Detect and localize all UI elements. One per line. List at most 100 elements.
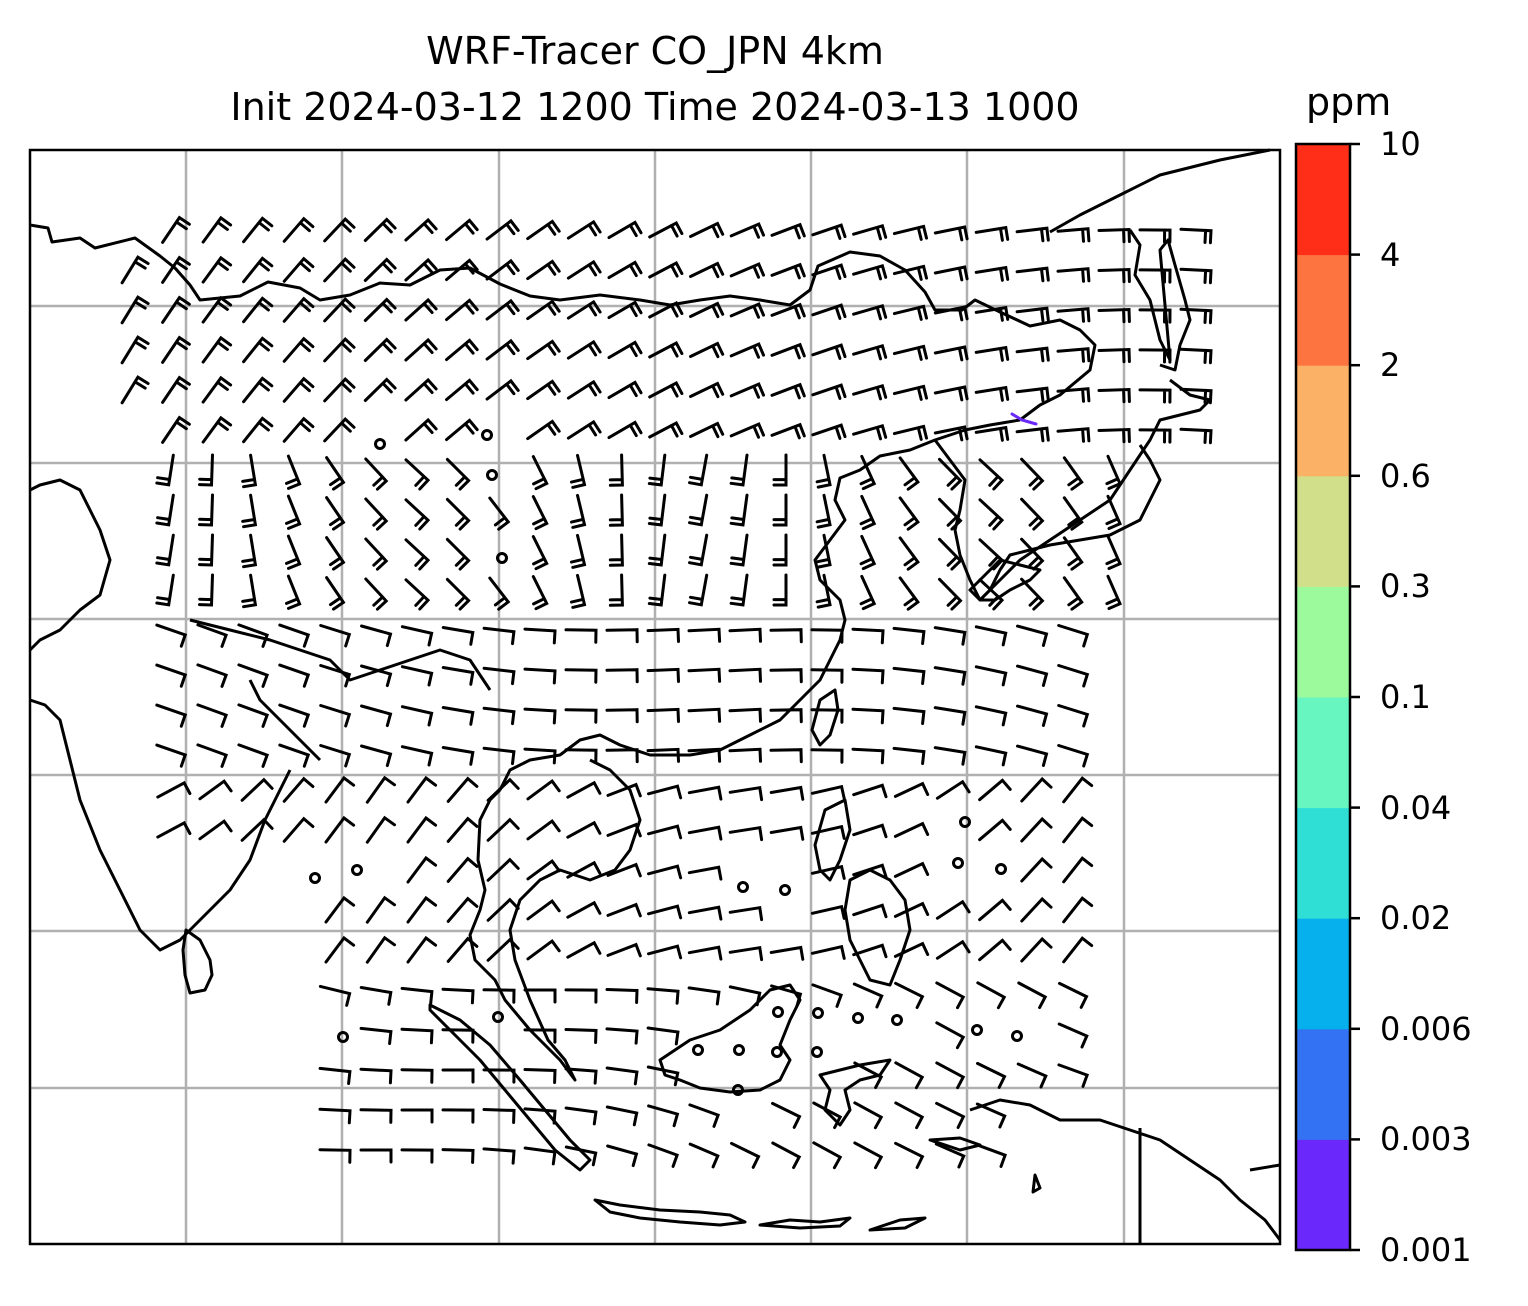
wind-barb — [523, 707, 557, 725]
colorbar-segment — [1296, 365, 1350, 477]
wind-barb — [365, 895, 396, 924]
wind-barb — [201, 215, 233, 244]
wind-barb — [898, 536, 920, 571]
wind-barb — [852, 303, 888, 321]
wind-barb — [1058, 981, 1089, 1009]
wind-barb — [978, 538, 1005, 571]
wind-barb — [241, 533, 258, 569]
wind-barb — [318, 984, 352, 1007]
calm-marker — [374, 438, 386, 450]
wind-barb — [1056, 387, 1091, 403]
wind-barb — [1179, 347, 1213, 365]
wind-barb — [400, 1108, 434, 1124]
wind-barb — [404, 578, 431, 611]
wind-barb — [441, 1068, 475, 1084]
wind-barb — [198, 493, 214, 527]
wind-barb — [360, 704, 393, 728]
wind-barb — [1062, 816, 1094, 844]
wind-barb — [853, 1141, 884, 1170]
wind-barb — [812, 1141, 843, 1170]
wind-barb — [935, 981, 966, 1010]
wind-barb — [285, 454, 302, 490]
wind-barb — [729, 222, 765, 239]
wind-barb — [155, 573, 175, 607]
wind-barb — [1016, 624, 1049, 647]
wind-barb — [934, 1142, 966, 1169]
wind-barb — [769, 628, 803, 644]
wind-barb — [852, 823, 888, 839]
wind-barb — [526, 339, 561, 361]
wind-barb — [648, 260, 684, 279]
coastline-sakhalin — [1128, 229, 1192, 372]
wind-barb — [155, 453, 175, 487]
wind-barb — [155, 623, 188, 648]
wind-barb — [1138, 348, 1172, 364]
wind-barb — [1020, 577, 1045, 611]
wind-barb — [730, 1141, 761, 1169]
wind-barb — [566, 259, 602, 280]
wind-barb — [769, 825, 805, 841]
wind-barb — [446, 896, 479, 923]
wind-barb — [607, 220, 643, 240]
wind-barb — [933, 706, 967, 726]
wind-barb — [526, 779, 561, 801]
wind-barb — [894, 1101, 925, 1130]
wind-barb — [1062, 776, 1094, 804]
wind-barb — [360, 624, 393, 648]
wind-barb — [526, 259, 561, 281]
wind-barb — [400, 1148, 434, 1164]
wind-barb — [446, 776, 479, 803]
wind-barb — [523, 747, 557, 765]
wind-barb — [770, 342, 806, 360]
calm-marker — [852, 1012, 864, 1024]
wind-barb — [852, 903, 888, 919]
wind-barb — [688, 493, 709, 527]
wind-barb — [278, 623, 311, 648]
map-frame — [28, 148, 1282, 1246]
wind-barb — [363, 337, 397, 362]
wind-barb — [319, 704, 352, 728]
wind-barb — [606, 822, 642, 838]
wind-barb — [646, 1065, 680, 1087]
wind-barb — [772, 573, 788, 607]
wind-barb — [523, 1068, 557, 1084]
wind-barb — [363, 377, 397, 402]
wind-barb — [859, 574, 877, 611]
wind-barb — [161, 415, 191, 444]
wind-barb — [1062, 456, 1084, 491]
wind-barb — [772, 533, 788, 567]
wind-barb — [482, 1108, 516, 1124]
wind-barb — [406, 935, 438, 964]
colorbar-tick-label: 0.02 — [1380, 899, 1452, 938]
wind-barb — [893, 781, 930, 798]
wind-barb — [687, 667, 722, 683]
wind-barb — [892, 344, 928, 361]
wind-barb — [486, 777, 520, 802]
wind-barb — [606, 902, 642, 918]
wind-barb — [531, 495, 549, 531]
wind-barb — [1105, 574, 1122, 610]
wind-barb — [852, 863, 888, 879]
calm-marker — [959, 816, 971, 828]
wind-barb — [648, 420, 684, 439]
wind-barb — [729, 453, 749, 487]
wind-barb — [485, 378, 520, 401]
wind-barb — [892, 424, 928, 441]
colorbar-segment — [1296, 475, 1350, 587]
calm-marker — [732, 1084, 744, 1096]
wind-barb — [1138, 228, 1172, 244]
wind-barb — [406, 815, 438, 844]
wind-barb — [278, 743, 311, 768]
wind-barb — [323, 416, 356, 443]
wind-barb — [1016, 664, 1049, 687]
wind-barb — [323, 256, 356, 283]
wind-barb — [815, 573, 832, 609]
wind-barb — [810, 628, 844, 644]
wind-barb — [771, 1141, 802, 1170]
wind-barb — [360, 744, 393, 768]
wind-barb — [406, 775, 438, 804]
wind-barb — [237, 703, 270, 728]
coastline-new-guinea — [969, 1098, 1282, 1244]
wind-barb — [363, 257, 397, 282]
calm-marker — [952, 857, 964, 869]
